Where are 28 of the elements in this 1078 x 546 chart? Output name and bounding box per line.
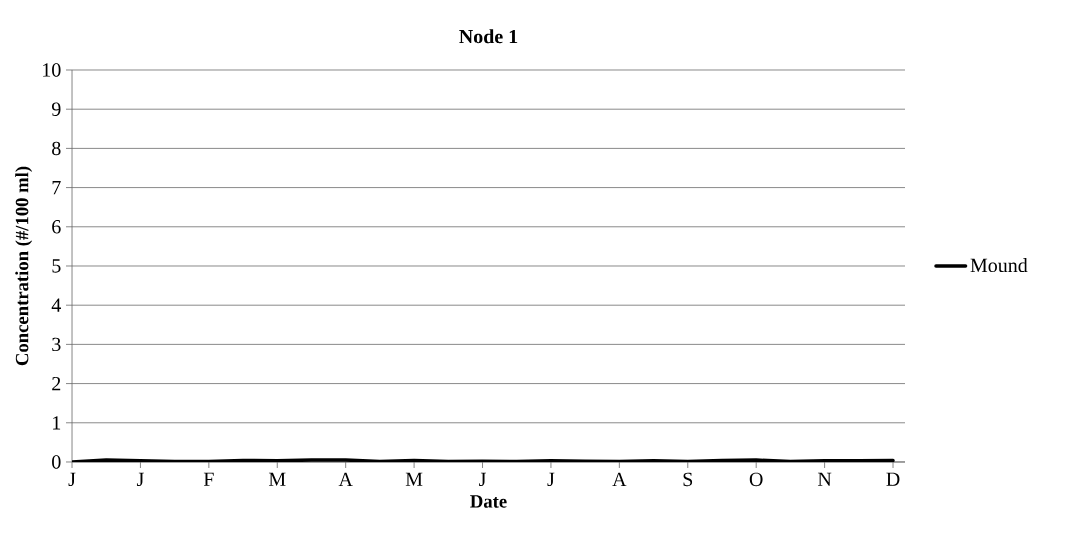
y-tick-label: 9 <box>51 102 61 116</box>
x-axis-title: Date <box>470 495 507 508</box>
y-tick-label: 4 <box>51 298 61 312</box>
x-tick-label: N <box>817 472 832 486</box>
x-tick-label: J <box>136 472 144 486</box>
y-tick-label: 6 <box>52 220 61 234</box>
y-axis-title: Concentration (#/100 ml) <box>15 166 33 366</box>
x-tick-label: S <box>683 472 693 487</box>
x-tick-label: D <box>886 472 900 486</box>
y-tick-label: 5 <box>52 259 61 273</box>
x-tick-label: M <box>268 472 286 486</box>
x-tick-label: M <box>405 472 423 486</box>
x-tick-label: J <box>479 472 486 486</box>
x-tick-label: O <box>749 472 763 487</box>
y-tick-label: 8 <box>52 141 61 156</box>
x-tick-label: A <box>612 472 627 486</box>
legend-label: Mound <box>970 258 1028 273</box>
y-tick-label: 10 <box>43 63 61 77</box>
x-tick-label: J <box>547 472 555 486</box>
y-tick-label: 0 <box>52 455 61 469</box>
x-tick-label: A <box>338 472 353 486</box>
y-tick-label: 1 <box>53 416 61 430</box>
y-tick-label: 2 <box>52 376 61 391</box>
x-tick-label: J <box>68 472 76 486</box>
y-tick-label: 3 <box>52 337 61 352</box>
x-tick-label: F <box>203 472 214 486</box>
y-tick-label: 7 <box>52 181 61 195</box>
chart-title: Node 1 <box>459 29 518 44</box>
